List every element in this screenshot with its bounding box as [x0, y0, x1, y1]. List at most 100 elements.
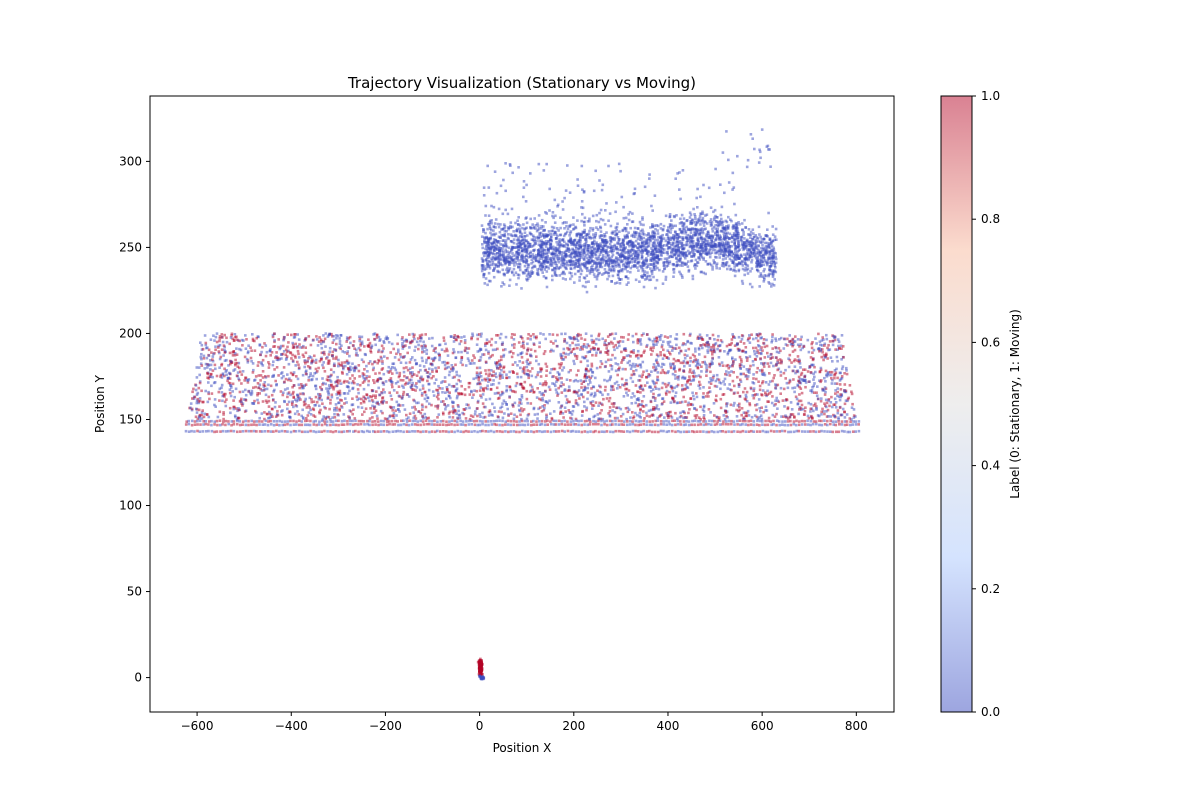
band-point: [705, 369, 709, 372]
band-stripe-point: [594, 420, 598, 423]
band-point: [648, 415, 651, 418]
band-stripe-point: [708, 419, 711, 423]
band-stripe-point: [772, 419, 775, 423]
band-stripe-point: [202, 423, 205, 426]
band-point: [688, 375, 691, 378]
band-point: [422, 365, 426, 368]
band-point: [738, 405, 741, 409]
band-stripe-point: [687, 430, 691, 433]
band-point: [190, 407, 194, 411]
band-point: [769, 353, 773, 356]
band-stripe-point: [778, 430, 781, 433]
band-stripe-point: [775, 423, 778, 427]
band-point: [327, 387, 331, 391]
band-point: [479, 415, 482, 418]
band-point: [485, 342, 489, 345]
upper-cluster-point: [741, 267, 745, 271]
band-point: [661, 357, 665, 360]
band-point: [381, 381, 385, 385]
band-point: [704, 362, 707, 366]
band-stripe-point: [258, 423, 261, 426]
band-point: [424, 368, 428, 372]
band-point: [843, 383, 847, 386]
band-point: [715, 415, 719, 419]
band-point: [767, 400, 770, 403]
band-stripe-point: [309, 419, 312, 423]
band-stripe-point: [399, 430, 402, 433]
band-point: [423, 397, 427, 401]
band-point: [665, 393, 668, 396]
band-point: [565, 341, 569, 345]
band-point: [636, 390, 640, 394]
band-point: [484, 398, 488, 401]
band-point: [799, 407, 803, 410]
band-point: [380, 368, 384, 371]
band-point: [558, 366, 562, 370]
upper-cluster-point: [702, 224, 706, 227]
upper-cluster-point: [645, 277, 649, 281]
band-point: [244, 334, 247, 337]
band-point: [315, 400, 319, 404]
band-point: [812, 409, 815, 413]
band-point: [457, 413, 461, 417]
band-point: [762, 365, 766, 368]
band-point: [326, 335, 330, 338]
band-stripe-point: [687, 420, 691, 423]
band-point: [667, 370, 670, 373]
band-point: [329, 368, 333, 371]
band-point: [195, 411, 199, 414]
band-point: [820, 339, 824, 342]
band-point: [779, 370, 783, 374]
band-point: [501, 416, 505, 420]
band-stripe-point: [702, 423, 706, 427]
band-point: [330, 395, 334, 399]
band-point: [622, 336, 625, 339]
band-stripe-point: [320, 423, 324, 427]
band-point: [450, 385, 454, 388]
band-point: [200, 357, 203, 361]
band-stripe-point: [278, 423, 281, 427]
band-point: [647, 373, 651, 376]
band-stripe-point: [476, 430, 479, 434]
band-point: [532, 333, 535, 336]
band-point: [641, 400, 644, 403]
band-point: [486, 384, 489, 388]
band-point: [586, 391, 590, 394]
band-point: [448, 394, 451, 398]
band-point: [471, 415, 475, 418]
upper-cluster-point: [744, 266, 748, 270]
band-point: [402, 370, 406, 374]
band-point: [209, 359, 212, 362]
band-point: [738, 383, 741, 386]
band-point: [626, 394, 629, 397]
upper-cluster-point: [724, 228, 728, 231]
band-stripe-point: [304, 419, 307, 423]
band-stripe-point: [436, 429, 439, 433]
band-point: [844, 399, 848, 402]
band-point: [345, 336, 349, 339]
band-point: [670, 416, 674, 419]
band-point: [757, 398, 761, 401]
band-point: [192, 397, 196, 400]
band-point: [760, 346, 763, 349]
band-point: [777, 351, 781, 354]
band-point: [609, 364, 612, 367]
band-stripe-point: [230, 420, 234, 423]
band-point: [642, 405, 646, 408]
band-point: [307, 335, 311, 338]
band-point: [709, 370, 712, 374]
band-point: [759, 414, 763, 417]
band-point: [788, 380, 792, 383]
band-point: [502, 348, 505, 352]
band-stripe-point: [532, 423, 536, 426]
band-point: [550, 348, 553, 352]
band-point: [559, 412, 562, 415]
band-point: [263, 411, 266, 414]
band-point: [797, 360, 801, 364]
band-point: [322, 334, 325, 337]
band-point: [583, 388, 587, 391]
band-stripe-point: [464, 423, 467, 427]
band-point: [264, 399, 268, 403]
band-point: [595, 337, 598, 341]
band-point: [457, 391, 460, 395]
